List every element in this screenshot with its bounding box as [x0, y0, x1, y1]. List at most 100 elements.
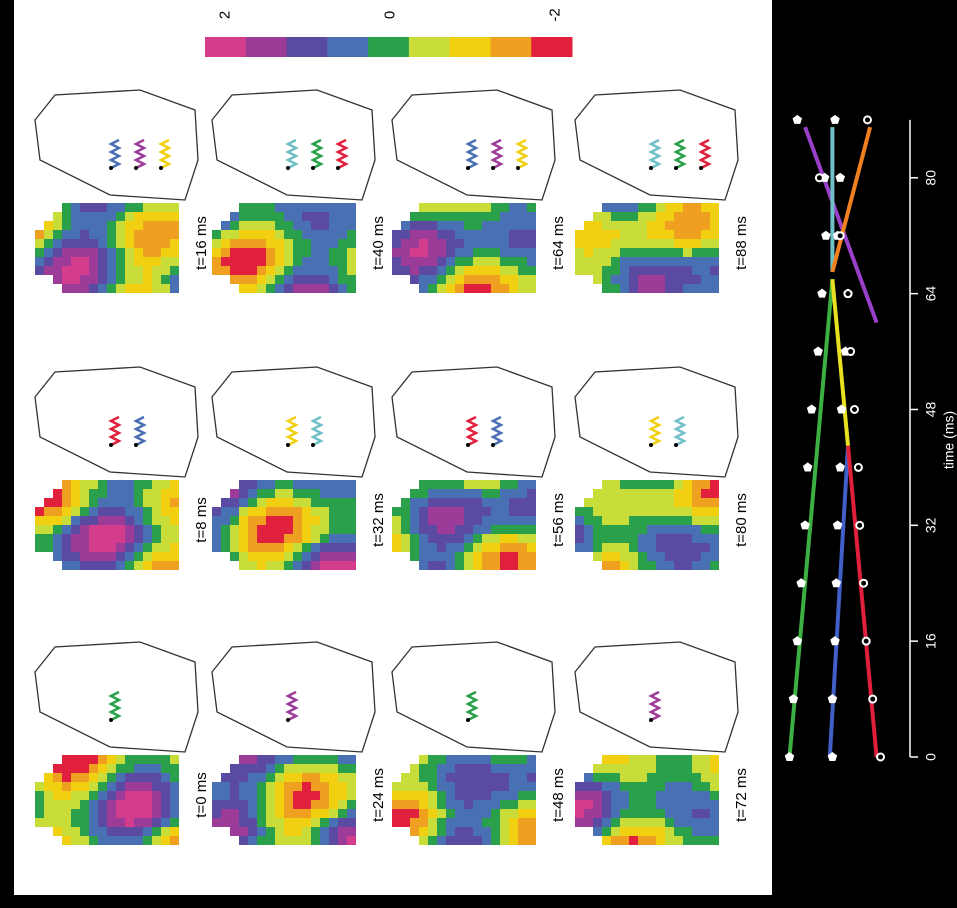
heatmap-cell	[152, 543, 161, 552]
heatmap-cell	[311, 552, 320, 561]
heatmap-cell	[419, 791, 428, 800]
heatmap-cell	[329, 764, 338, 773]
heatmap-cell	[620, 800, 629, 809]
heatmap-cell	[62, 284, 71, 293]
heatmap-cell	[665, 507, 674, 516]
heatmap-cell	[257, 818, 266, 827]
heatmap-cell	[473, 480, 482, 489]
heatmap-cell	[275, 818, 284, 827]
heatmap-cell	[419, 516, 428, 525]
heatmap-cell	[647, 507, 656, 516]
heatmap-cell	[473, 552, 482, 561]
heatmap-cell	[683, 212, 692, 221]
heatmap-cell	[257, 212, 266, 221]
heatmap-cell	[701, 212, 710, 221]
heatmap-cell	[602, 284, 611, 293]
heatmap-cell	[125, 212, 134, 221]
heatmap-cell	[464, 516, 473, 525]
heatmap-cell	[116, 543, 125, 552]
heatmap-cell	[320, 755, 329, 764]
heatmap-cell	[89, 266, 98, 275]
heatmap-cell	[257, 755, 266, 764]
heatmap-cell	[98, 257, 107, 266]
heatmap-cell	[239, 480, 248, 489]
wavefront-tip	[286, 718, 290, 722]
heatmap-cell	[656, 248, 665, 257]
heatmap-cell	[629, 534, 638, 543]
heatmap-cell	[347, 257, 356, 266]
heatmap-cell	[629, 266, 638, 275]
heatmap-cell	[473, 543, 482, 552]
heatmap-cell	[338, 275, 347, 284]
heatmap-cell	[125, 284, 134, 293]
heatmap-cell	[527, 212, 536, 221]
heatmap-cell	[311, 203, 320, 212]
heatmap-cell	[125, 791, 134, 800]
heatmap-cell	[170, 755, 179, 764]
heatmap-cell	[329, 773, 338, 782]
heatmap-cell	[629, 525, 638, 534]
heatmap-cell	[107, 773, 116, 782]
colorbar-tick-label: 2	[217, 11, 234, 19]
heatmap-cell	[509, 791, 518, 800]
heatmap-cell	[329, 498, 338, 507]
heatmap-cell	[674, 480, 683, 489]
heatmap-cell	[437, 239, 446, 248]
heatmap-cell	[518, 221, 527, 230]
heatmap-cell	[62, 498, 71, 507]
heatmap-cell	[491, 257, 500, 266]
heatmap-cell	[284, 498, 293, 507]
heatmap-cell	[410, 543, 419, 552]
heatmap-cell	[329, 248, 338, 257]
colorbar-segment	[531, 37, 572, 57]
heatmap-cell	[275, 248, 284, 257]
heatmap-cell	[665, 836, 674, 845]
heatmap-cell	[302, 203, 311, 212]
heatmap-cell	[311, 230, 320, 239]
heatmap-cell	[584, 257, 593, 266]
heatmap-cell	[221, 782, 230, 791]
heatmap-cell	[284, 507, 293, 516]
heatmap-cell	[656, 809, 665, 818]
heatmap-cell	[482, 203, 491, 212]
point	[855, 464, 862, 471]
heatmap-cell	[500, 230, 509, 239]
heatmap-cell	[473, 755, 482, 764]
heatmap-cell	[665, 480, 674, 489]
heatmap-cell	[428, 764, 437, 773]
heatmap-cell	[701, 818, 710, 827]
heatmap-cell	[509, 489, 518, 498]
heatmap-cell	[437, 534, 446, 543]
heatmap-cell	[347, 534, 356, 543]
heatmap-cell	[152, 782, 161, 791]
heatmap-cell	[62, 543, 71, 552]
heatmap-cell	[611, 239, 620, 248]
heatmap-cell	[239, 773, 248, 782]
heatmap-cell	[464, 525, 473, 534]
heatmap-cell	[143, 827, 152, 836]
heatmap-cell	[428, 782, 437, 791]
heatmap-cell	[302, 543, 311, 552]
heatmap-cell	[338, 782, 347, 791]
heatmap-cell	[107, 230, 116, 239]
heatmap-cell	[500, 836, 509, 845]
heatmap-cell	[683, 248, 692, 257]
heatmap-cell	[170, 203, 179, 212]
heatmap-cell	[125, 275, 134, 284]
heatmap-cell	[455, 221, 464, 230]
heatmap-cell	[602, 543, 611, 552]
heatmap-cell	[161, 543, 170, 552]
heatmap-cell	[134, 507, 143, 516]
heatmap-cell	[518, 818, 527, 827]
heatmap-cell	[221, 266, 230, 275]
heatmap-cell	[602, 773, 611, 782]
heatmap-cell	[329, 827, 338, 836]
heatmap-cell	[116, 552, 125, 561]
heatmap-cell	[455, 755, 464, 764]
heatmap-cell	[710, 827, 719, 836]
heatmap-cell	[143, 203, 152, 212]
heatmap-cell	[266, 203, 275, 212]
heatmap-cell	[134, 275, 143, 284]
heatmap-cell	[674, 266, 683, 275]
heatmap-cell	[302, 755, 311, 764]
